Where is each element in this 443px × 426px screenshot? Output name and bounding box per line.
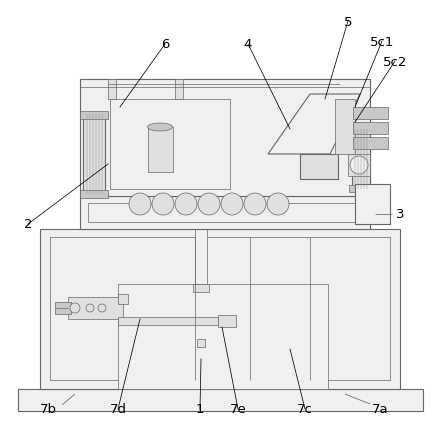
Bar (218, 315, 236, 327)
Bar (195, 230, 207, 284)
Text: 2: 2 (24, 218, 32, 231)
Text: 1: 1 (196, 403, 204, 415)
Bar (118, 284, 328, 389)
Circle shape (244, 193, 266, 216)
Text: 7a: 7a (372, 403, 389, 415)
Text: 7d: 7d (109, 403, 127, 415)
Bar (68, 297, 123, 319)
Bar (80, 112, 108, 120)
Circle shape (175, 193, 197, 216)
Bar (40, 230, 400, 389)
Bar (50, 237, 390, 380)
Text: 5: 5 (344, 15, 352, 29)
Bar (353, 123, 388, 135)
Bar (175, 80, 183, 100)
Circle shape (86, 304, 94, 312)
Text: 5c2: 5c2 (383, 55, 407, 68)
Bar (148, 128, 173, 173)
Bar (353, 138, 388, 150)
Text: 4: 4 (244, 38, 252, 52)
Bar (110, 100, 230, 190)
Bar (80, 196, 370, 230)
Circle shape (98, 304, 106, 312)
Circle shape (152, 193, 174, 216)
Bar (335, 100, 355, 155)
Circle shape (267, 193, 289, 216)
Bar (349, 127, 373, 134)
Ellipse shape (148, 124, 172, 132)
Polygon shape (268, 95, 360, 155)
Bar (353, 108, 388, 120)
Circle shape (129, 193, 151, 216)
Bar (55, 302, 71, 314)
Text: 7e: 7e (229, 403, 246, 415)
Bar (349, 186, 373, 193)
Bar (355, 184, 390, 225)
Bar (108, 80, 116, 100)
Bar (197, 339, 205, 347)
Circle shape (221, 193, 243, 216)
Bar (193, 284, 209, 292)
Circle shape (350, 157, 368, 175)
Bar (118, 317, 218, 325)
Text: 6: 6 (161, 38, 169, 52)
Bar (18, 389, 423, 411)
Text: 3: 3 (396, 208, 404, 221)
Bar (83, 115, 105, 195)
Circle shape (70, 303, 80, 313)
Bar (80, 190, 108, 199)
Text: 7c: 7c (297, 403, 313, 415)
Bar (300, 155, 338, 180)
Bar (348, 155, 370, 177)
Bar (352, 130, 370, 190)
Bar (118, 294, 128, 304)
Text: 7b: 7b (39, 403, 57, 415)
Bar (88, 204, 363, 222)
Text: 5c1: 5c1 (370, 35, 394, 49)
Circle shape (198, 193, 220, 216)
Bar (80, 80, 370, 196)
